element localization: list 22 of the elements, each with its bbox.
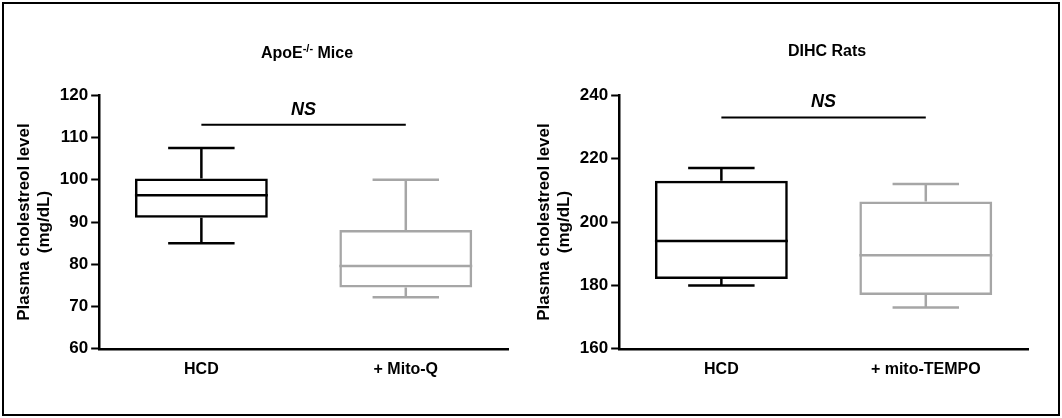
y-axis-title: Plasma cholestreol level (mg/dL) [13, 123, 54, 321]
y-tick-label: 240 [579, 84, 609, 104]
x-tick-label: + Mito-Q [373, 359, 439, 377]
y-tick-label: 90 [69, 211, 89, 231]
y-tick-label: 60 [69, 338, 89, 358]
x-tick-label: HCD [184, 359, 219, 377]
y-tick-label: 160 [579, 338, 609, 358]
y-tick-label: 100 [59, 169, 89, 189]
ref-line-label: NS [811, 91, 837, 112]
y-tick-label: 220 [579, 148, 609, 168]
y-tick-label: 110 [60, 127, 89, 147]
y-tick-label: 70 [69, 296, 89, 316]
y-axis-title: Plasma cholestreol level (mg/dL) [533, 123, 574, 321]
x-tick-label: + mito-TEMPO [870, 359, 981, 377]
x-tick-label: HCD [704, 359, 739, 377]
y-tick-label: 120 [59, 84, 89, 104]
chart-title: ApoE$^{-/-}$ Mice [259, 42, 355, 63]
y-tick-label: 200 [579, 211, 609, 231]
ref-line-label: NS [291, 98, 317, 119]
chart-title: DIHC Rats [786, 42, 868, 60]
y-tick-label: 80 [69, 253, 89, 273]
y-tick-label: 180 [579, 275, 609, 295]
